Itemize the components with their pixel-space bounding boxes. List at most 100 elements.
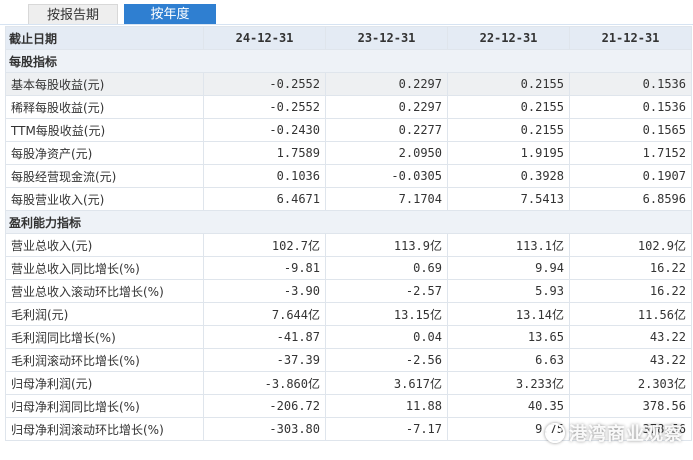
table-body: 每股指标 基本每股收益(元) -0.2552 0.2297 0.2155 0.1536 稀释… <box>5 49 692 441</box>
section-title: 每股指标 <box>5 49 692 73</box>
value-cell: 13.14亿 <box>447 302 570 326</box>
table-row[interactable]: 归母净利润(元) -3.860亿 3.617亿 3.233亿 2.303亿 <box>5 371 692 395</box>
table-row[interactable]: 每股经营现金流(元) 0.1036 -0.0305 0.3928 0.1907 <box>5 164 692 188</box>
value-cell: -2.57 <box>325 279 448 303</box>
value-cell: 0.1536 <box>569 72 692 96</box>
value-cell: 0.1536 <box>569 95 692 119</box>
row-label: 每股净资产(元) <box>5 141 204 165</box>
header-period[interactable]: 23-12-31 <box>325 26 448 50</box>
value-cell: 5.93 <box>447 279 570 303</box>
tab-by-report-period[interactable]: 按报告期 <box>28 4 118 25</box>
value-cell: 6.8596 <box>569 187 692 211</box>
period-tabs: 按报告期 按年度 <box>0 0 693 25</box>
table-row[interactable]: 营业总收入同比增长(%) -9.81 0.69 9.94 16.22 <box>5 256 692 280</box>
value-cell: 43.22 <box>569 325 692 349</box>
value-cell: 0.2155 <box>447 118 570 142</box>
value-cell: 40.35 <box>447 394 570 418</box>
section-header-row: 每股指标 <box>5 49 692 73</box>
value-cell: 3.233亿 <box>447 371 570 395</box>
value-cell: 11.88 <box>325 394 448 418</box>
value-cell: -0.2552 <box>203 95 326 119</box>
row-label: 毛利润滚动环比增长(%) <box>5 348 204 372</box>
table-row[interactable]: 每股营业收入(元) 6.4671 7.1704 7.5413 6.8596 <box>5 187 692 211</box>
row-label: 毛利润(元) <box>5 302 204 326</box>
header-period[interactable]: 22-12-31 <box>447 26 570 50</box>
table-row[interactable]: 基本每股收益(元) -0.2552 0.2297 0.2155 0.1536 <box>5 72 692 96</box>
value-cell: 13.65 <box>447 325 570 349</box>
table-row[interactable]: 营业总收入(元) 102.7亿 113.9亿 113.1亿 102.9亿 <box>5 233 692 257</box>
value-cell: 0.1036 <box>203 164 326 188</box>
value-cell: 16.22 <box>569 279 692 303</box>
value-cell: 0.69 <box>325 256 448 280</box>
row-label: 归母净利润同比增长(%) <box>5 394 204 418</box>
value-cell: -37.39 <box>203 348 326 372</box>
row-label: 每股营业收入(元) <box>5 187 204 211</box>
section-title: 盈利能力指标 <box>5 210 692 234</box>
row-label: 每股经营现金流(元) <box>5 164 204 188</box>
value-cell: -2.56 <box>325 348 448 372</box>
value-cell: 6.63 <box>447 348 570 372</box>
value-cell: 0.2155 <box>447 95 570 119</box>
table-header-row: 截止日期 24-12-31 23-12-31 22-12-31 21-12-31 <box>5 26 692 50</box>
header-period[interactable]: 24-12-31 <box>203 26 326 50</box>
row-label: 基本每股收益(元) <box>5 72 204 96</box>
value-cell: 2.0950 <box>325 141 448 165</box>
value-cell: 0.2297 <box>325 95 448 119</box>
financial-indicators-table: 截止日期 24-12-31 23-12-31 22-12-31 21-12-31… <box>5 26 692 441</box>
row-label: 营业总收入(元) <box>5 233 204 257</box>
value-cell: 0.2155 <box>447 72 570 96</box>
value-cell: 0.3928 <box>447 164 570 188</box>
table-row[interactable]: 毛利润(元) 7.644亿 13.15亿 13.14亿 11.56亿 <box>5 302 692 326</box>
value-cell: 1.7152 <box>569 141 692 165</box>
value-cell: 9.94 <box>447 256 570 280</box>
tab-divider <box>0 24 693 25</box>
header-cutoff-date: 截止日期 <box>5 26 204 50</box>
value-cell: 2.303亿 <box>569 371 692 395</box>
check-circle-icon <box>545 423 565 443</box>
row-label: 毛利润同比增长(%) <box>5 325 204 349</box>
value-cell: 43.22 <box>569 348 692 372</box>
header-period[interactable]: 21-12-31 <box>569 26 692 50</box>
value-cell: 378.56 <box>569 394 692 418</box>
section-header-row: 盈利能力指标 <box>5 210 692 234</box>
value-cell: -206.72 <box>203 394 326 418</box>
value-cell: 378.56 <box>569 417 692 441</box>
value-cell: -303.80 <box>203 417 326 441</box>
value-cell: 6.4671 <box>203 187 326 211</box>
value-cell: 0.1565 <box>569 118 692 142</box>
value-cell: -41.87 <box>203 325 326 349</box>
value-cell: 16.22 <box>569 256 692 280</box>
tab-by-year[interactable]: 按年度 <box>124 4 216 25</box>
row-label: 营业总收入同比增长(%) <box>5 256 204 280</box>
value-cell: 102.9亿 <box>569 233 692 257</box>
value-cell: 1.9195 <box>447 141 570 165</box>
row-label: 稀释每股收益(元) <box>5 95 204 119</box>
row-label: 营业总收入滚动环比增长(%) <box>5 279 204 303</box>
value-cell: 11.56亿 <box>569 302 692 326</box>
value-cell: 7.5413 <box>447 187 570 211</box>
value-cell: -7.17 <box>325 417 448 441</box>
table-row[interactable]: 毛利润滚动环比增长(%) -37.39 -2.56 6.63 43.22 <box>5 348 692 372</box>
value-cell: 102.7亿 <box>203 233 326 257</box>
table-row[interactable]: 每股净资产(元) 1.7589 2.0950 1.9195 1.7152 <box>5 141 692 165</box>
value-cell: -0.2552 <box>203 72 326 96</box>
watermark-text: 港湾商业观察 <box>569 424 683 445</box>
value-cell: 3.617亿 <box>325 371 448 395</box>
value-cell: 113.1亿 <box>447 233 570 257</box>
value-cell: 7.644亿 <box>203 302 326 326</box>
value-cell: -0.0305 <box>325 164 448 188</box>
value-cell: 0.2277 <box>325 118 448 142</box>
value-cell: 1.7589 <box>203 141 326 165</box>
value-cell: 0.2297 <box>325 72 448 96</box>
value-cell: -3.90 <box>203 279 326 303</box>
value-cell: 13.15亿 <box>325 302 448 326</box>
row-label: 归母净利润(元) <box>5 371 204 395</box>
table-row[interactable]: TTM每股收益(元) -0.2430 0.2277 0.2155 0.1565 <box>5 118 692 142</box>
watermark: 港湾商业观察 <box>545 420 683 446</box>
table-row[interactable]: 归母净利润同比增长(%) -206.72 11.88 40.35 378.56 <box>5 394 692 418</box>
value-cell: 113.9亿 <box>325 233 448 257</box>
table-row[interactable]: 营业总收入滚动环比增长(%) -3.90 -2.57 5.93 16.22 <box>5 279 692 303</box>
table-row[interactable]: 稀释每股收益(元) -0.2552 0.2297 0.2155 0.1536 <box>5 95 692 119</box>
value-cell: -0.2430 <box>203 118 326 142</box>
table-row[interactable]: 毛利润同比增长(%) -41.87 0.04 13.65 43.22 <box>5 325 692 349</box>
